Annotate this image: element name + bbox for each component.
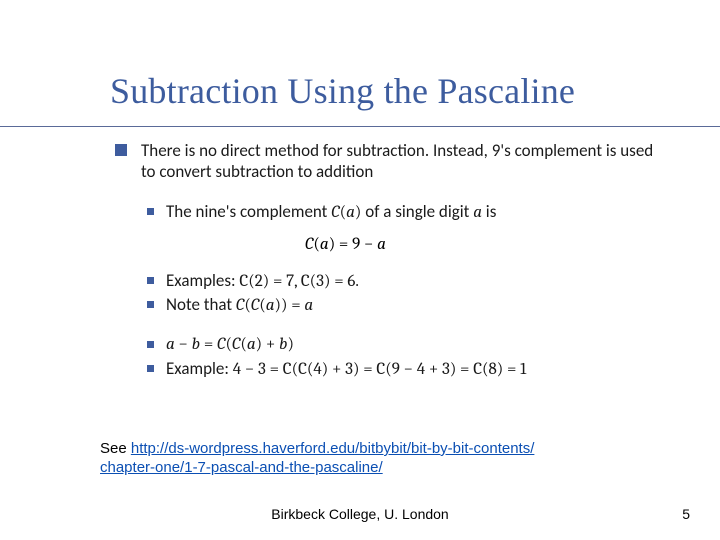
bullet-sub-involution: Note that C(C(a)) = a <box>147 294 660 316</box>
footer-reference: See http://ds-wordpress.haverford.edu/bi… <box>100 440 610 478</box>
slide-title: Subtraction Using the Pascaline <box>110 70 690 112</box>
square-bullet-icon <box>147 208 154 215</box>
formula-rhs: a <box>377 235 386 254</box>
text-fragment: The nine's complement <box>166 201 331 222</box>
square-bullet-icon <box>147 277 154 284</box>
bullet-sub-complement-def-text: The nine's complement C(a) of a single d… <box>166 201 660 223</box>
formula-complement: C(a) = 9 − a <box>305 235 660 254</box>
math-inline: C(2) = 7, C(3) = 6. <box>239 272 358 291</box>
slide-body: There is no direct method for subtractio… <box>115 140 660 398</box>
text-fragment: Examples: <box>166 270 239 291</box>
bullet-sub-identity-text: a − b = C(C(a) + b) <box>166 334 660 355</box>
bullet-main-1-text: There is no direct method for subtractio… <box>141 140 660 183</box>
footer-credit: Birkbeck College, U. London <box>0 506 720 522</box>
page-number: 5 <box>682 506 690 522</box>
formula-eq: = 9 − <box>335 235 377 254</box>
square-bullet-icon <box>147 341 154 348</box>
bullet-sub-examples: Examples: C(2) = 7, C(3) = 6. <box>147 270 660 292</box>
text-fragment: Note that <box>166 294 236 315</box>
text-fragment: of a single digit <box>361 201 473 222</box>
math-inline: C(a) <box>331 203 361 222</box>
bullet-sub-examples-text: Examples: C(2) = 7, C(3) = 6. <box>166 270 660 292</box>
math-inline: a <box>473 203 482 222</box>
bullet-sub-worked-example-text: Example: 4 − 3 = C(C(4) + 3) = C(9 − 4 +… <box>166 358 660 380</box>
math-inline: 4 − 3 = C(C(4) + 3) = C(9 − 4 + 3) = C(8… <box>233 360 527 379</box>
square-bullet-icon <box>147 301 154 308</box>
math-inline: C(C(a)) = a <box>236 296 313 315</box>
footer-see: See <box>100 440 131 457</box>
bullet-sub-worked-example: Example: 4 − 3 = C(C(4) + 3) = C(9 − 4 +… <box>147 358 660 380</box>
text-fragment: is <box>482 201 496 222</box>
reference-link[interactable]: http://ds-wordpress.haverford.edu/bitbyb… <box>131 440 535 457</box>
square-bullet-icon <box>147 365 154 372</box>
bullet-main-1: There is no direct method for subtractio… <box>115 140 660 183</box>
bullet-sub-identity: a − b = C(C(a) + b) <box>147 334 660 355</box>
title-underline <box>0 126 720 127</box>
text-fragment: Example: <box>166 358 233 379</box>
slide: Subtraction Using the Pascaline There is… <box>0 0 720 540</box>
bullet-sub-complement-def: The nine's complement C(a) of a single d… <box>147 201 660 223</box>
square-bullet-icon <box>115 144 127 156</box>
bullet-sub-involution-text: Note that C(C(a)) = a <box>166 294 660 316</box>
reference-link-line2[interactable]: chapter-one/1-7-pascal-and-the-pascaline… <box>100 459 383 476</box>
